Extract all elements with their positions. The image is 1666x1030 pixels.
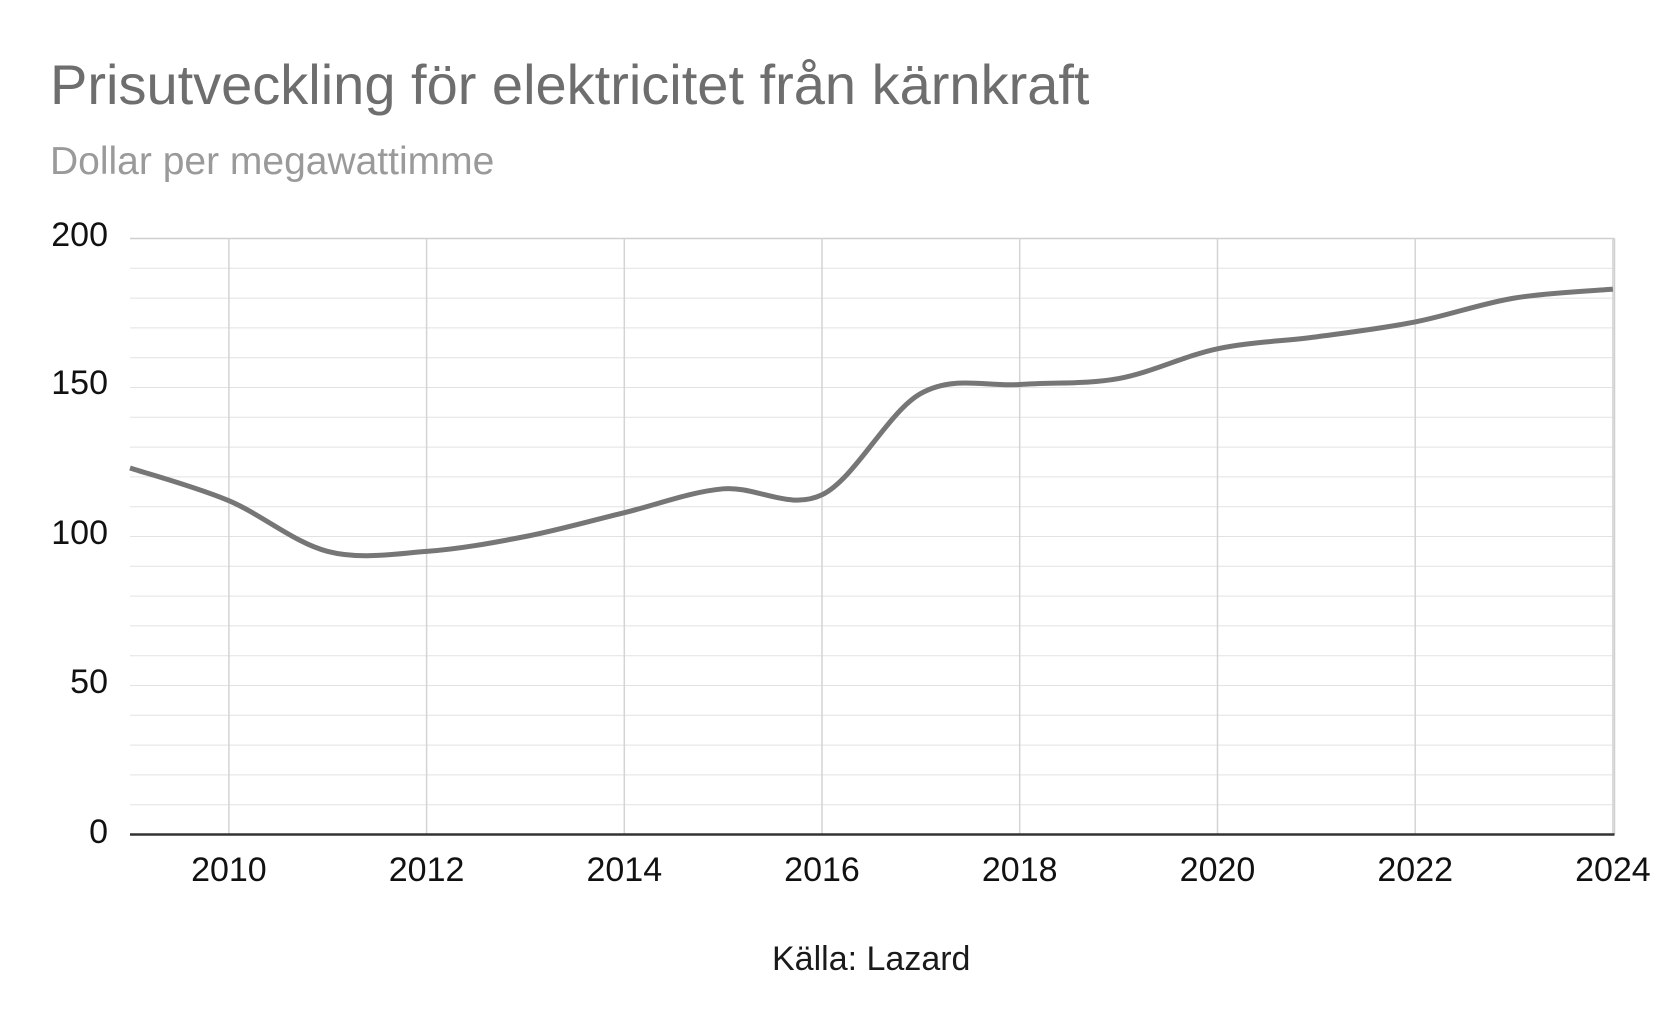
svg-text:2018: 2018 xyxy=(982,851,1058,889)
svg-text:0: 0 xyxy=(89,813,108,851)
svg-text:2010: 2010 xyxy=(191,851,267,889)
svg-text:2012: 2012 xyxy=(389,851,465,889)
svg-text:2014: 2014 xyxy=(586,851,662,889)
svg-text:2022: 2022 xyxy=(1377,851,1453,889)
svg-text:50: 50 xyxy=(70,663,108,701)
svg-text:100: 100 xyxy=(51,514,108,552)
svg-text:2024: 2024 xyxy=(1575,851,1651,889)
svg-text:2020: 2020 xyxy=(1180,851,1256,889)
svg-text:200: 200 xyxy=(51,216,108,254)
svg-text:2016: 2016 xyxy=(784,851,860,889)
svg-text:150: 150 xyxy=(51,364,108,402)
